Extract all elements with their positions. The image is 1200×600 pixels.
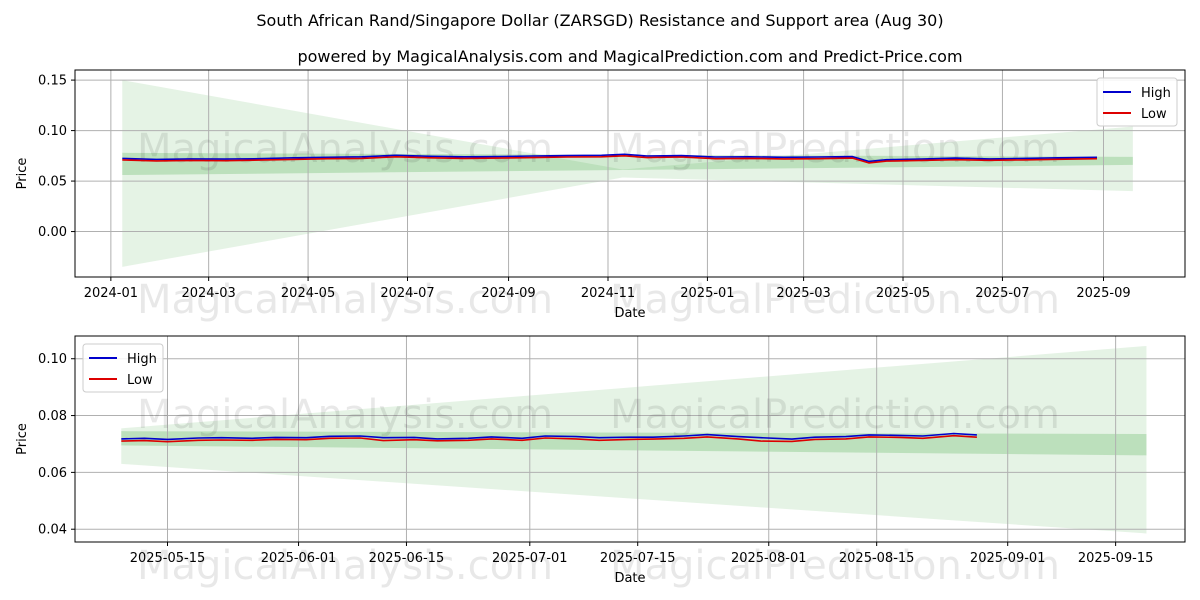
y-tick-label: 0.06 — [38, 466, 67, 481]
series-line-low — [122, 155, 1098, 164]
y-axis-label: Price — [15, 158, 30, 190]
y-tick-label: 0.15 — [38, 74, 67, 89]
x-tick-label: 2025-09-15 — [1078, 551, 1154, 566]
x-tick-label: 2025-01 — [680, 286, 734, 301]
watermark-text: MagicalPrediction.com — [610, 392, 1060, 438]
x-tick-label: 2025-08-01 — [731, 551, 807, 566]
x-tick-label: 2025-09 — [1076, 286, 1130, 301]
x-tick-label: 2024-09 — [481, 286, 535, 301]
subplot-2: MagicalAnalysis.com MagicalPrediction.com… — [15, 335, 1186, 589]
legend-label: High — [1141, 86, 1171, 101]
plot-area-2: MagicalAnalysis.com MagicalPrediction.com — [75, 336, 1185, 542]
x-tick-label: 2025-06-15 — [369, 551, 445, 566]
watermark-text: MagicalPrediction.com — [610, 277, 1060, 323]
x-tick-label: 2024-07 — [380, 286, 434, 301]
x-axis-label: Date — [614, 306, 645, 321]
series-line-low — [121, 434, 977, 443]
y-tick-label: 0.00 — [38, 225, 67, 240]
y-tick-label: 0.10 — [38, 124, 67, 139]
watermark-text: MagicalPrediction.com — [610, 126, 1060, 172]
x-tick-label: 2025-09-01 — [970, 551, 1046, 566]
x-tick-label: 2024-03 — [181, 286, 235, 301]
watermark-text: MagicalAnalysis.com — [137, 277, 553, 323]
y-tick-label: 0.05 — [38, 175, 67, 190]
legend-label: Low — [127, 373, 153, 388]
y-tick-label: 0.10 — [38, 352, 67, 367]
chart-subtitle: powered by MagicalAnalysis.com and Magic… — [297, 47, 962, 66]
legend-label: Low — [1141, 107, 1167, 122]
forecast-fan — [122, 80, 1133, 267]
y-tick-label: 0.04 — [38, 523, 67, 538]
x-tick-label: 2024-01 — [84, 286, 138, 301]
plot-area-1: MagicalAnalysis.com MagicalPrediction.com — [75, 70, 1185, 277]
y-axis-label: Price — [15, 423, 30, 455]
x-tick-label: 2025-07-01 — [492, 551, 568, 566]
legend-label: High — [127, 352, 157, 367]
x-tick-label: 2025-07-15 — [600, 551, 676, 566]
series-line-high — [122, 153, 1098, 163]
x-tick-label: 2025-05-15 — [130, 551, 206, 566]
x-axis-label: Date — [614, 571, 645, 586]
x-tick-label: 2025-08-15 — [839, 551, 915, 566]
x-tick-label: 2024-11 — [581, 286, 635, 301]
watermark-text: MagicalAnalysis.com — [137, 126, 553, 172]
axes-frame — [74, 69, 1186, 278]
watermark-text: MagicalAnalysis.com — [137, 392, 553, 438]
x-tick-label: 2025-07 — [975, 286, 1029, 301]
axes-frame — [74, 335, 1186, 543]
series-line-high — [121, 432, 977, 441]
x-tick-label: 2025-05 — [876, 286, 930, 301]
x-tick-label: 2024-05 — [281, 286, 335, 301]
watermark-text: MagicalAnalysis.com — [137, 543, 553, 589]
chart-title: South African Rand/Singapore Dollar (ZAR… — [256, 11, 943, 30]
subplot-1: MagicalAnalysis.com MagicalPrediction.com… — [15, 69, 1186, 323]
legend: High Low — [1096, 77, 1178, 127]
watermark-text: MagicalPrediction.com — [610, 543, 1060, 589]
x-tick-label: 2025-06-01 — [261, 551, 337, 566]
y-tick-label: 0.08 — [38, 409, 67, 424]
x-tick-label: 2025-03 — [776, 286, 830, 301]
legend: High Low — [82, 343, 164, 393]
